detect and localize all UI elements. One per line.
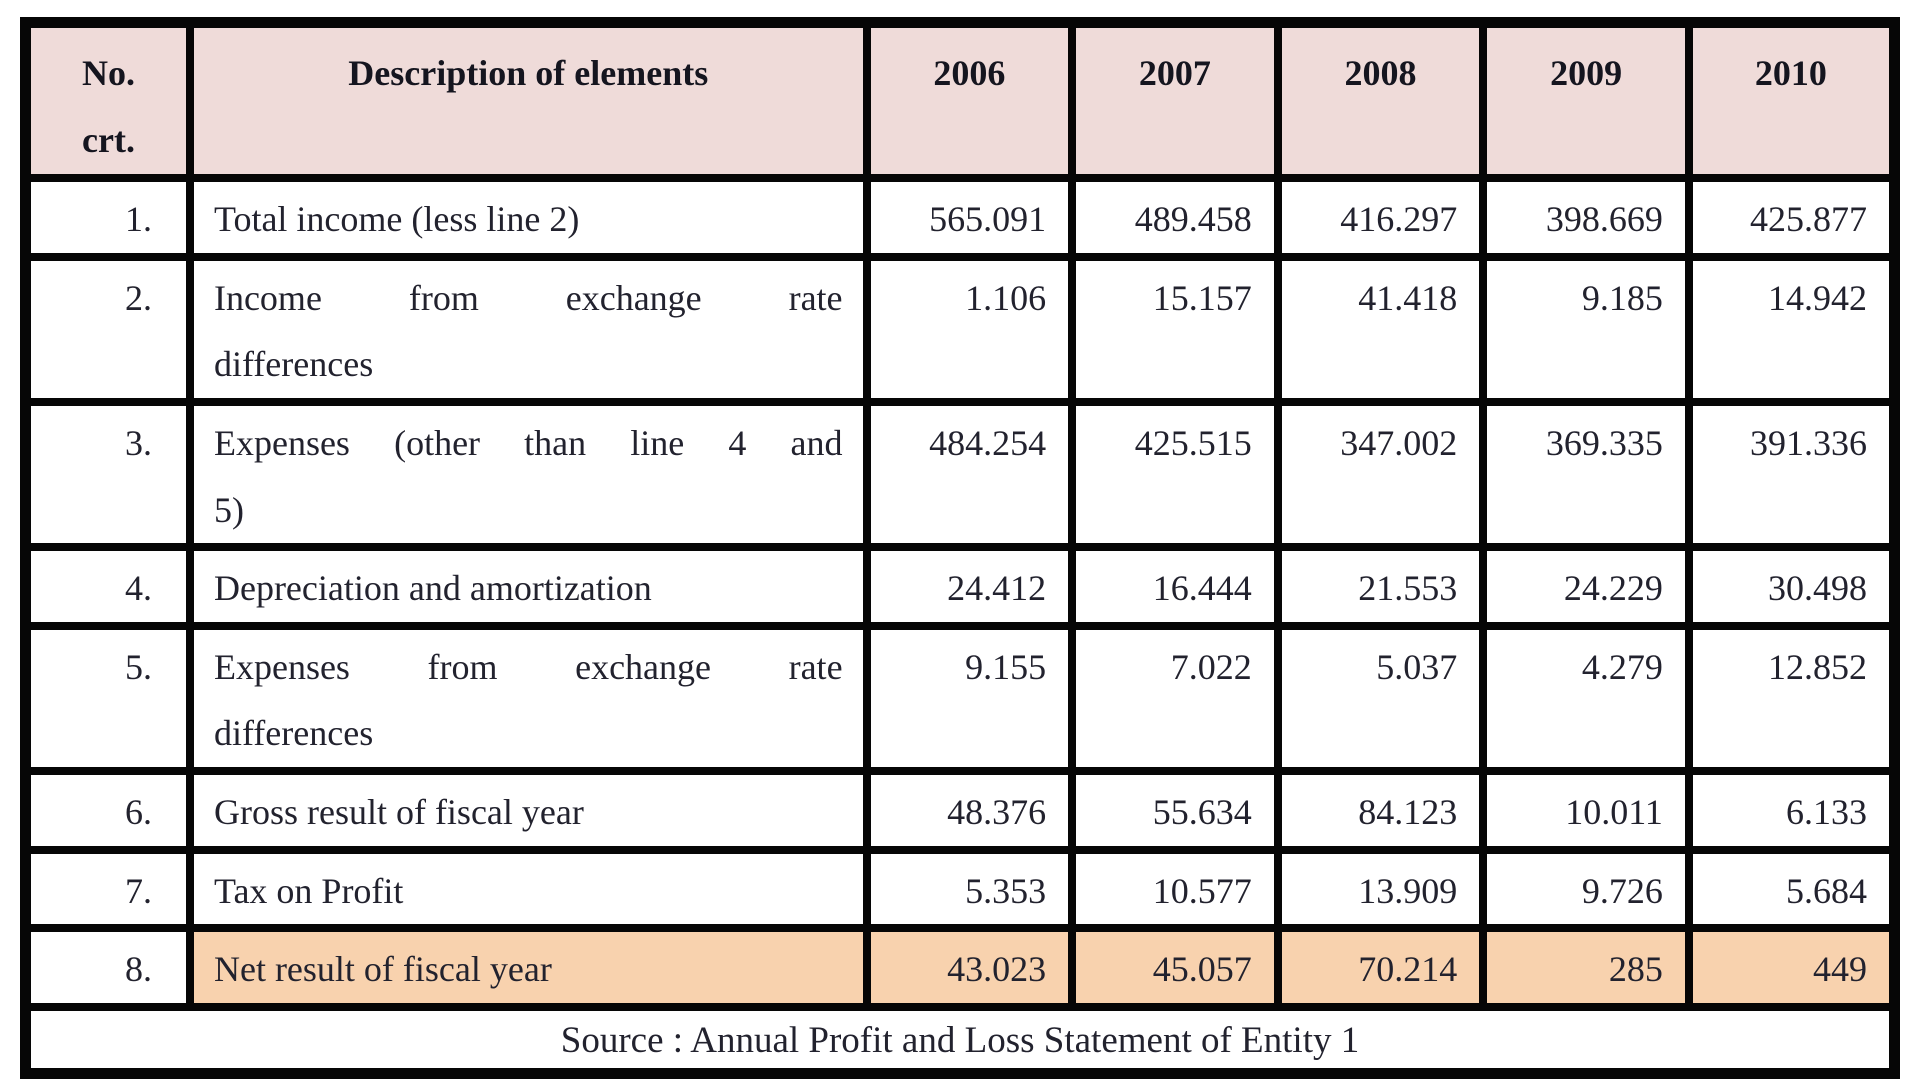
value-2010: 449 bbox=[1684, 924, 1899, 1011]
value-2007: 489.458 bbox=[1068, 174, 1282, 261]
value-2010: 12.852 bbox=[1684, 621, 1899, 775]
value-2006: 1.106 bbox=[862, 252, 1077, 406]
value-2010: 30.498 bbox=[1684, 543, 1899, 630]
value-2009: 4.279 bbox=[1479, 621, 1693, 775]
value-2008: 347.002 bbox=[1273, 397, 1488, 552]
value-2006: 9.155 bbox=[862, 621, 1077, 775]
row-number: 5. bbox=[21, 621, 194, 775]
value-2008: 13.909 bbox=[1273, 845, 1488, 933]
value-2010: 5.684 bbox=[1684, 845, 1899, 933]
header-no-crt: No. crt. bbox=[21, 18, 194, 183]
value-2008: 416.297 bbox=[1273, 174, 1488, 261]
value-2007: 7.022 bbox=[1068, 621, 1282, 775]
table-row-1: 1. Total income (less line 2) 565.091 48… bbox=[21, 174, 1899, 261]
row-description: Tax on Profit bbox=[185, 845, 871, 933]
row-description: Total income (less line 2) bbox=[185, 174, 871, 261]
value-2010: 425.877 bbox=[1684, 174, 1899, 261]
value-2009: 398.669 bbox=[1479, 174, 1693, 261]
value-2010: 6.133 bbox=[1684, 766, 1899, 854]
header-description: Description of elements bbox=[185, 18, 871, 183]
header-year-2008: 2008 bbox=[1273, 18, 1488, 183]
row-description: Net result of fiscal year bbox=[185, 924, 871, 1011]
header-row: No. crt. Description of elements 2006 20… bbox=[21, 18, 1899, 183]
table-row-8: 8. Net result of fiscal year 43.023 45.0… bbox=[21, 924, 1899, 1011]
financial-table: No. crt. Description of elements 2006 20… bbox=[20, 17, 1900, 1079]
value-2007: 16.444 bbox=[1068, 543, 1282, 630]
row-number: 7. bbox=[21, 845, 194, 933]
source-text: Source : Annual Profit and Loss Statemen… bbox=[21, 1002, 1899, 1078]
value-2008: 21.553 bbox=[1273, 543, 1488, 630]
table-row-4: 4. Depreciation and amortization 24.412 … bbox=[21, 543, 1899, 630]
table-row-3: 3. Expenses (other than line 4 and 5) 484… bbox=[21, 397, 1899, 552]
table-row-6: 6. Gross result of fiscal year 48.376 55… bbox=[21, 766, 1899, 854]
table-row-5: 5. Expenses from exchange rate difference… bbox=[21, 621, 1899, 775]
value-2008: 5.037 bbox=[1273, 621, 1488, 775]
value-2010: 391.336 bbox=[1684, 397, 1899, 552]
row-number: 8. bbox=[21, 924, 194, 1011]
table-row-7: 7. Tax on Profit 5.353 10.577 13.909 9.7… bbox=[21, 845, 1899, 933]
table-row-2: 2. Income from exchange rate differences … bbox=[21, 252, 1899, 406]
header-year-2007: 2007 bbox=[1068, 18, 1282, 183]
row-description: Income from exchange rate differences bbox=[185, 252, 871, 406]
value-2008: 41.418 bbox=[1273, 252, 1488, 406]
value-2007: 55.634 bbox=[1068, 766, 1282, 854]
row-number: 4. bbox=[21, 543, 194, 630]
value-2007: 425.515 bbox=[1068, 397, 1282, 552]
value-2009: 285 bbox=[1479, 924, 1693, 1011]
row-number: 3. bbox=[21, 397, 194, 552]
value-2010: 14.942 bbox=[1684, 252, 1899, 406]
source-row: Source : Annual Profit and Loss Statemen… bbox=[21, 1002, 1899, 1078]
value-2008: 84.123 bbox=[1273, 766, 1488, 854]
value-2006: 43.023 bbox=[862, 924, 1077, 1011]
value-2009: 9.185 bbox=[1479, 252, 1693, 406]
row-description: Gross result of fiscal year bbox=[185, 766, 871, 854]
value-2007: 10.577 bbox=[1068, 845, 1282, 933]
row-description: Expenses (other than line 4 and 5) bbox=[185, 397, 871, 552]
value-2006: 24.412 bbox=[862, 543, 1077, 630]
value-2009: 369.335 bbox=[1479, 397, 1693, 552]
value-2007: 45.057 bbox=[1068, 924, 1282, 1011]
value-2006: 484.254 bbox=[862, 397, 1077, 552]
value-2006: 48.376 bbox=[862, 766, 1077, 854]
value-2006: 565.091 bbox=[862, 174, 1077, 261]
value-2006: 5.353 bbox=[862, 845, 1077, 933]
header-year-2010: 2010 bbox=[1684, 18, 1899, 183]
row-description: Depreciation and amortization bbox=[185, 543, 871, 630]
value-2009: 24.229 bbox=[1479, 543, 1693, 630]
header-year-2009: 2009 bbox=[1479, 18, 1693, 183]
row-description: Expenses from exchange rate differences bbox=[185, 621, 871, 775]
header-year-2006: 2006 bbox=[862, 18, 1077, 183]
value-2008: 70.214 bbox=[1273, 924, 1488, 1011]
value-2009: 9.726 bbox=[1479, 845, 1693, 933]
value-2009: 10.011 bbox=[1479, 766, 1693, 854]
row-number: 2. bbox=[21, 252, 194, 406]
row-number: 6. bbox=[21, 766, 194, 854]
row-number: 1. bbox=[21, 174, 194, 261]
value-2007: 15.157 bbox=[1068, 252, 1282, 406]
